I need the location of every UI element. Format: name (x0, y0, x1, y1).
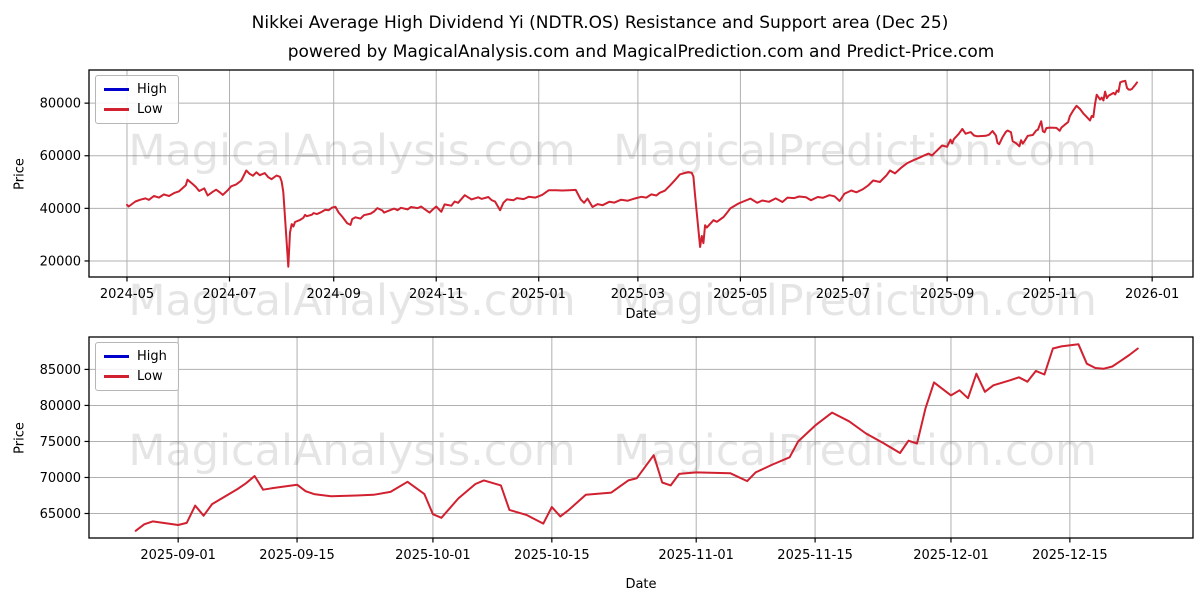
x-tick-label: 2025-09 (920, 287, 974, 302)
x-tick-label: 2024-05 (100, 287, 154, 302)
y-tick-label: 70000 (40, 471, 81, 486)
y-tick-label: 20000 (40, 254, 81, 269)
watermark-text: MagicalPrediction.com (613, 426, 1097, 476)
x-tick-label: 2024-07 (202, 287, 256, 302)
x-tick-label: 2025-12-01 (913, 548, 989, 563)
y-tick-label: 75000 (40, 435, 81, 450)
legend-label-high: High (137, 349, 167, 364)
watermark-text: MagicalPrediction.com (613, 276, 1097, 326)
legend-top: High Low (95, 75, 179, 124)
x-axis-label-bottom: Date (625, 577, 657, 592)
x-tick-label: 2024-11 (409, 287, 463, 302)
x-tick-label: 2025-09-15 (259, 548, 335, 563)
x-tick-label: 2026-01 (1125, 287, 1179, 302)
x-tick-label: 2025-07 (816, 287, 870, 302)
x-tick-label: 2025-09-01 (140, 548, 216, 563)
x-tick-label: 2025-12-15 (1032, 548, 1108, 563)
x-tick-label: 2024-09 (307, 287, 361, 302)
y-tick-label: 60000 (40, 149, 81, 164)
legend-bottom: High Low (95, 342, 179, 391)
high-line-swatch (104, 88, 129, 91)
low-series-line (126, 79, 1138, 268)
x-tick-label: 2025-11-01 (658, 548, 734, 563)
x-tick-label: 2025-03 (611, 287, 665, 302)
legend-item-low: Low (104, 102, 170, 117)
y-axis-label-top: Price (12, 158, 28, 190)
x-tick-label: 2025-11-15 (777, 548, 853, 563)
x-tick-label: 2025-01 (512, 287, 566, 302)
plot-border (88, 336, 1194, 539)
x-tick-label: 2025-10-15 (514, 548, 590, 563)
high-line-swatch (104, 355, 129, 358)
legend-label-low: Low (137, 369, 163, 384)
y-tick-label: 80000 (40, 399, 81, 414)
y-tick-label: 85000 (40, 363, 81, 378)
legend-item-low: Low (104, 369, 170, 384)
y-tick-label: 65000 (40, 507, 81, 522)
legend-item-high: High (104, 82, 170, 97)
low-line-swatch (104, 375, 129, 378)
watermark-text: MagicalAnalysis.com (128, 126, 575, 176)
watermark-text: MagicalAnalysis.com (128, 426, 575, 476)
x-tick-label: 2025-05 (713, 287, 767, 302)
low-line-swatch (104, 108, 129, 111)
x-tick-label: 2025-11 (1022, 287, 1076, 302)
x-tick-label: 2025-10-01 (395, 548, 471, 563)
legend-label-low: Low (137, 102, 163, 117)
y-axis-label-bottom: Price (12, 422, 28, 454)
figure-subtitle: powered by MagicalAnalysis.com and Magic… (287, 42, 995, 62)
legend-label-high: High (137, 82, 167, 97)
low-series-line (134, 343, 1139, 532)
watermark-text: MagicalAnalysis.com (128, 276, 575, 326)
plot-border (88, 69, 1194, 278)
watermark-text: MagicalPrediction.com (613, 126, 1097, 176)
figure-title: Nikkei Average High Dividend Yi (NDTR.OS… (251, 13, 949, 33)
legend-item-high: High (104, 349, 170, 364)
y-tick-label: 80000 (40, 97, 81, 112)
x-axis-label-top: Date (625, 307, 657, 322)
y-tick-label: 40000 (40, 202, 81, 217)
